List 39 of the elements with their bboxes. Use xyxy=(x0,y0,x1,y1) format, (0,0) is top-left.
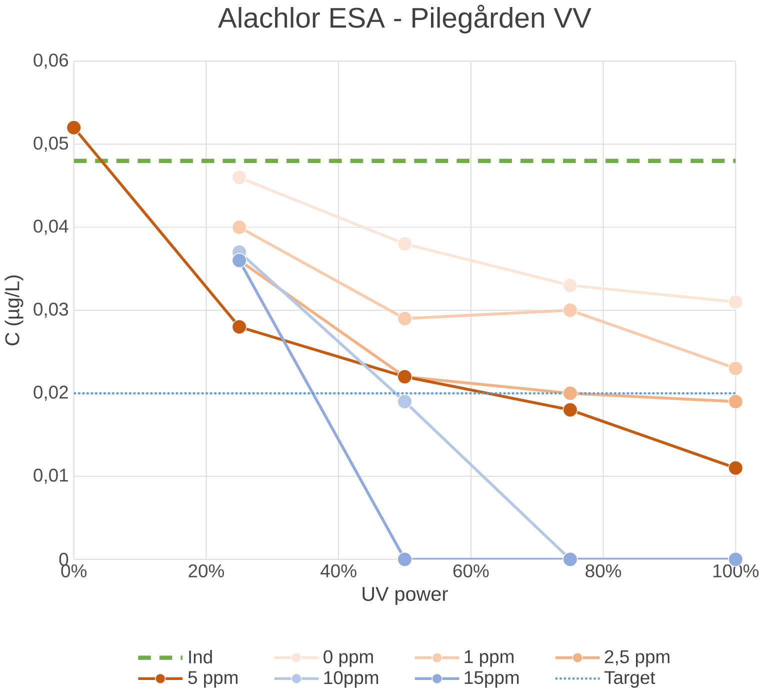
x-tick-label: 80% xyxy=(586,564,622,578)
point xyxy=(232,170,247,185)
legend-label: 10ppm xyxy=(324,670,378,688)
point xyxy=(562,386,578,401)
x-tick-label: 100% xyxy=(713,564,759,578)
point xyxy=(66,120,82,135)
x-tick-label: 0% xyxy=(61,564,87,578)
y-tick-label: 0,05 xyxy=(34,136,68,152)
legend-label: 0 ppm xyxy=(324,650,373,667)
y-axis-title: C (µg/L) xyxy=(4,275,24,346)
point xyxy=(562,302,578,318)
legend-label: 2,5 ppm xyxy=(604,650,670,667)
y-tick-label: 0,04 xyxy=(34,219,68,235)
point xyxy=(232,319,247,334)
y-tick-label: 0,03 xyxy=(34,302,68,318)
point xyxy=(397,310,412,326)
legend-label: 1 ppm xyxy=(464,650,514,667)
x-tick-label: 40% xyxy=(320,564,356,578)
point xyxy=(728,360,744,376)
point xyxy=(728,394,744,409)
point xyxy=(232,220,247,235)
legend-label: Target xyxy=(604,671,656,688)
point xyxy=(728,460,744,476)
x-tick-label: 20% xyxy=(188,564,224,578)
y-tick-label: 0,02 xyxy=(34,386,68,401)
point xyxy=(397,236,412,252)
legend-label: 5 ppm xyxy=(188,671,238,688)
chart-title: Alachlor ESA - Pilegården VV xyxy=(218,4,592,34)
legend-label: Ind xyxy=(189,650,212,664)
y-tick-label: 0,06 xyxy=(34,53,68,69)
point xyxy=(728,294,744,310)
y-tick-label: 0,01 xyxy=(34,468,68,484)
legend-label: 15ppm xyxy=(464,671,519,688)
point xyxy=(397,552,412,567)
point xyxy=(562,402,578,418)
x-axis-title: UV power xyxy=(362,586,448,605)
point xyxy=(397,394,412,409)
x-tick-label: 60% xyxy=(453,564,489,578)
point xyxy=(562,278,578,293)
